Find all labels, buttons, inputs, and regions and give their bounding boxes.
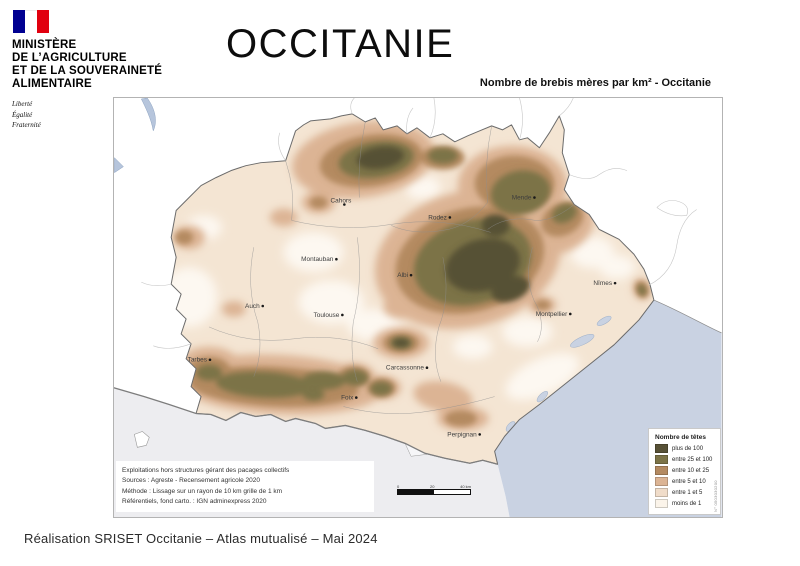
city-label: Perpignan [447,431,477,438]
legend-swatch [655,455,668,464]
density-layers [171,118,652,432]
page-title: OCCITANIE [226,22,455,66]
city-label: Rodez [428,214,447,221]
ministry-name: MINISTÈRE DE L’AGRICULTURE ET DE LA SOUV… [12,39,222,91]
spain-border [114,387,498,465]
city-label: Montpellier [536,311,568,318]
legend-row: plus de 100 [655,444,716,453]
footer-credit: Réalisation SRISET Occitanie – Atlas mut… [24,531,378,546]
city-dot [261,304,265,308]
occitanie-choropleth-map: Cahors Rodez Mende Montauban Albi Nîmes … [114,98,722,517]
ministry-line: ALIMENTAIRE [12,78,92,91]
city-label: Albi [397,272,408,279]
city-dot [208,358,212,362]
city-dot [533,196,536,199]
note-line: Méthode : Lissage sur un rayon de 10 km … [122,487,283,495]
city-dot [355,396,358,399]
city-dot [409,273,413,277]
map-frame: Cahors Rodez Mende Montauban Albi Nîmes … [113,97,723,518]
city-dot [568,312,572,316]
ministry-line: MINISTÈRE [12,39,77,51]
map-reference-code: N° 0503030200 [713,480,718,512]
scale-label: 0 [397,484,400,489]
legend: Nombre de têtes plus de 100 entre 25 et … [648,428,721,515]
city-dot [448,216,452,219]
city-label: Nîmes [593,280,612,287]
legend-swatch [655,499,668,508]
legend-swatch [655,488,668,497]
city-label: Auch [245,303,260,310]
french-flag-icon [13,10,49,33]
city-dot [335,257,338,261]
legend-title: Nombre de têtes [655,434,706,441]
legend-swatch [655,466,668,475]
city-labels: Cahors Rodez Mende Montauban Albi Nîmes … [188,195,612,439]
scale-label: 40 km [460,484,471,489]
legend-swatch [655,477,668,486]
city-label: Carcassonne [386,365,424,372]
llivia-enclave [134,431,150,448]
city-label: Foix [341,395,354,402]
ministry-line: ET DE LA SOUVERAINETÉ [12,65,163,78]
scale-bar-graphic [397,489,471,495]
note-line: Sources : Agreste - Recensement agricole… [122,477,261,485]
legend-row: entre 1 et 5 [655,488,716,497]
sources-box: Exploitations hors structures gérant des… [116,461,374,512]
city-label: Montauban [301,256,334,263]
city-dot [478,433,481,436]
city-dot [343,203,346,206]
department-borders [208,121,575,414]
ministry-logo-block: MINISTÈRE DE L’AGRICULTURE ET DE LA SOUV… [12,10,222,131]
note-line: Référentiels, fond carto. : IGN adminexp… [122,498,267,506]
outside-borders [141,98,697,349]
republic-motto: Liberté Égalité Fraternité [12,100,41,130]
legend-swatch [655,444,668,453]
ministry-line: DE L’AGRICULTURE [12,52,127,65]
map-subtitle: Nombre de brebis mères par km² - Occitan… [479,77,711,89]
legend-row: entre 10 et 25 [655,466,716,475]
legend-row: moins de 1 [655,499,716,508]
scale-label: 20 [430,484,435,489]
legend-row: entre 5 et 10 [655,477,716,486]
lagoons [505,315,612,432]
city-label: Mende [512,195,532,202]
city-markers [208,196,617,436]
city-dot [341,313,344,317]
legend-row: entre 25 et 100 [655,455,716,464]
city-dot [613,281,617,285]
scale-bar: 0 20 40 km [397,484,471,495]
city-label: Tarbes [188,357,207,364]
river-estuary [114,98,156,174]
city-label: Toulouse [314,312,340,319]
city-label: Cahors [331,198,352,205]
city-dot [425,366,429,370]
note-line: Exploitations hors structures gérant des… [122,467,290,474]
